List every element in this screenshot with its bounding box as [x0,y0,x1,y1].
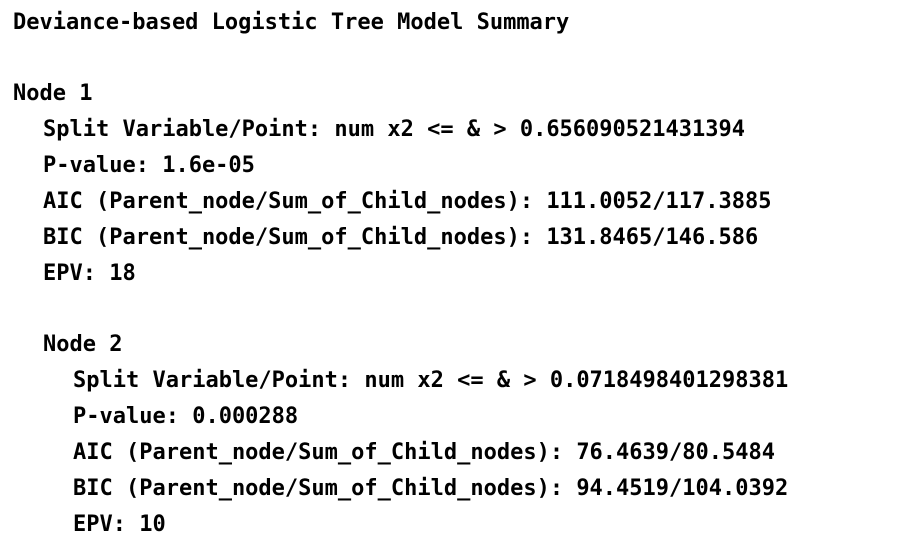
spacer [13,292,904,327]
summary-title: Deviance-based Logistic Tree Model Summa… [13,10,570,35]
pvalue-line: P-value: 0.000288 [73,404,299,429]
epv-line: EPV: 18 [43,261,136,286]
aic-line: AIC (Parent_node/Sum_of_Child_nodes): 76… [73,440,775,465]
spacer [13,41,904,76]
epv-line: EPV: 10 [73,512,166,537]
node-2-section: Node 2 Split Variable/Point: num x2 <= &… [13,327,904,543]
node-1-section: Node 1 Split Variable/Point: num x2 <= &… [13,76,904,292]
node-heading: Node 1 [13,81,93,106]
model-summary: Deviance-based Logistic Tree Model Summa… [13,5,904,543]
pvalue-line: P-value: 1.6e-05 [43,153,255,178]
split-line: Split Variable/Point: num x2 <= & > 0.65… [43,117,745,142]
bic-line: BIC (Parent_node/Sum_of_Child_nodes): 13… [43,225,759,250]
bic-line: BIC (Parent_node/Sum_of_Child_nodes): 94… [73,476,789,501]
split-line: Split Variable/Point: num x2 <= & > 0.07… [73,368,789,393]
node-heading: Node 2 [43,332,123,357]
aic-line: AIC (Parent_node/Sum_of_Child_nodes): 11… [43,189,772,214]
